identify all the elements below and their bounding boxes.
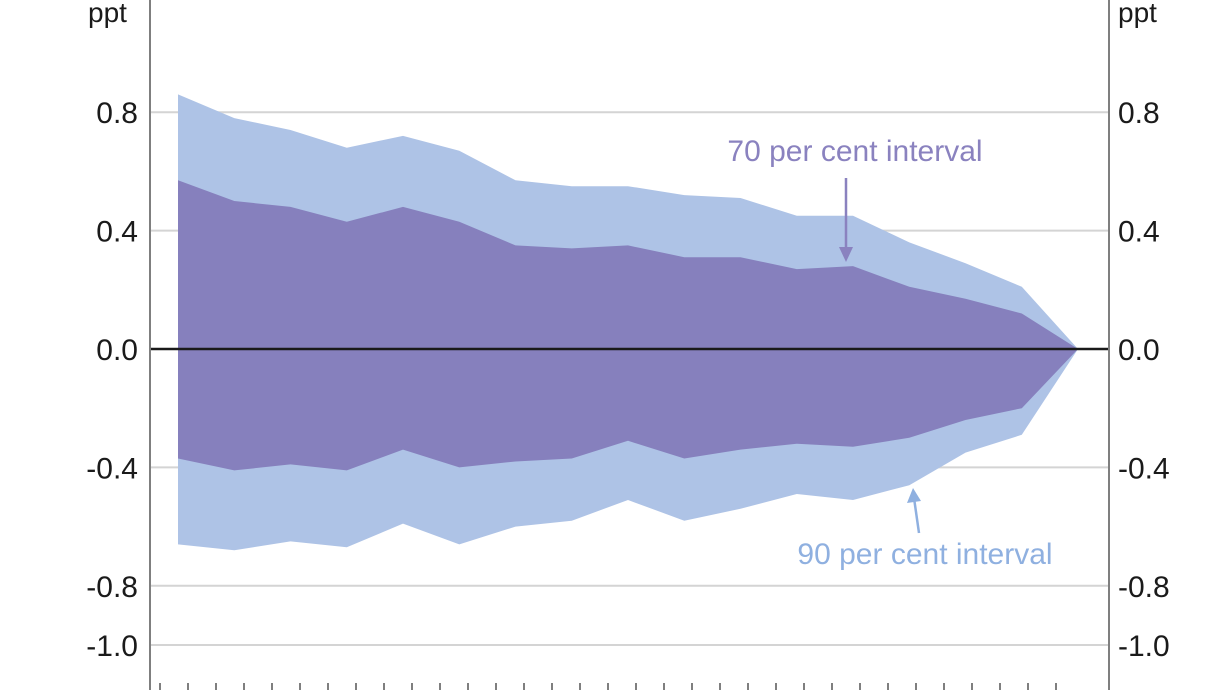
annotation-90-interval: 90 per cent interval (797, 538, 1052, 571)
annotation-90-arrowhead (907, 488, 921, 503)
y-tick-label-right: -1.0 (1118, 630, 1170, 663)
y-tick-label-right: 0.0 (1118, 334, 1160, 367)
y-tick-label-left: -0.4 (86, 452, 138, 485)
y-tick-label-left: 0.8 (96, 97, 138, 130)
y-tick-label-left: -1.0 (86, 630, 138, 663)
y-tick-labels: 0.8 0.8 0.4 0.4 0.0 0.0 -0.4 -0.4 -0.8 -0.8 -1.0 -1… (86, 97, 1169, 663)
interval-bands (178, 94, 1078, 551)
y-tick-label-left: 0.4 (96, 216, 138, 249)
annotation-70-interval: 70 per cent interval (727, 135, 982, 168)
right-unit-label: ppt (1118, 0, 1157, 28)
y-tick-label-right: -0.4 (1118, 452, 1170, 485)
annotations: 70 per cent interval 90 per cent interva… (727, 135, 1052, 571)
annotation-70-arrowhead (839, 247, 853, 262)
y-tick-label-left: -0.8 (86, 571, 138, 604)
y-tick-label-right: -0.8 (1118, 571, 1170, 604)
left-unit-label: ppt (88, 0, 127, 28)
y-tick-label-right: 0.4 (1118, 216, 1160, 249)
y-tick-label-right: 0.8 (1118, 97, 1160, 130)
band-70-per-cent-interval (178, 180, 1078, 471)
y-tick-label-left: 0.0 (96, 334, 138, 367)
annotation-90-arrow (912, 497, 921, 534)
x-axis-ticks (159, 683, 1057, 690)
